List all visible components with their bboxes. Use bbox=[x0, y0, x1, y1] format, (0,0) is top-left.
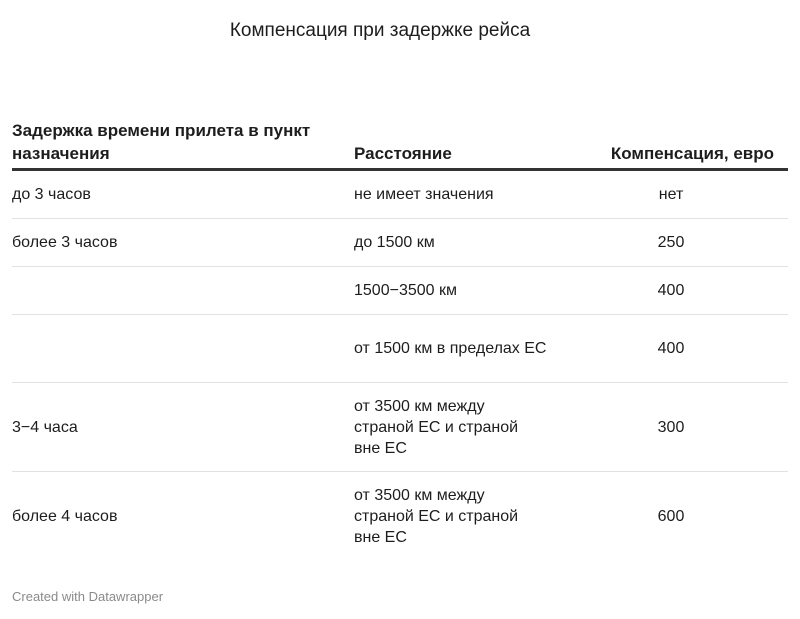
chart-title: Компенсация при задержке рейса bbox=[229, 20, 531, 41]
column-header-distance: Расстояние bbox=[354, 144, 452, 163]
column-header-compensation: Компенсация, евро bbox=[610, 144, 774, 163]
cell-distance: до 1500 км bbox=[354, 234, 435, 251]
table-row: более 4 часов от 3500 км между страной Е… bbox=[12, 472, 788, 561]
cell-distance: не имеет значения bbox=[354, 186, 494, 203]
table-row: до 3 часов не имеет значения нет bbox=[12, 171, 788, 219]
datawrapper-credit: Created with Datawrapper bbox=[12, 589, 164, 604]
cell-compensation: 400 bbox=[657, 282, 685, 299]
cell-delay: до 3 часов bbox=[12, 186, 91, 203]
table-row: от 1500 км в пределах ЕС 400 bbox=[12, 315, 788, 383]
cell-compensation: 300 bbox=[657, 418, 685, 436]
cell-distance: от 3500 км между страной ЕС и страной вн… bbox=[354, 397, 519, 457]
cell-distance: от 1500 км в пределах ЕС bbox=[354, 340, 547, 357]
table-row: 1500−3500 км 400 bbox=[12, 267, 788, 315]
cell-delay: 3−4 часа bbox=[12, 418, 78, 436]
cell-compensation: 400 bbox=[657, 340, 685, 357]
compensation-table: Задержка времени прилета в пункт назначе… bbox=[12, 113, 788, 561]
cell-distance: 1500−3500 км bbox=[354, 282, 457, 299]
table-row: более 3 часов до 1500 км 250 bbox=[12, 219, 788, 267]
cell-distance: от 3500 км между страной ЕС и страной вн… bbox=[354, 487, 519, 546]
cell-delay: более 4 часов bbox=[12, 508, 118, 525]
table-row: 3−4 часа от 3500 км между страной ЕС и с… bbox=[12, 383, 788, 472]
cell-delay: более 3 часов bbox=[12, 234, 118, 251]
table-header: Задержка времени прилета в пункт назначе… bbox=[12, 113, 788, 171]
cell-compensation: нет bbox=[658, 186, 684, 203]
cell-compensation: 600 bbox=[657, 508, 685, 525]
cell-compensation: 250 bbox=[657, 234, 685, 251]
column-header-delay: Задержка времени прилета в пункт назначе… bbox=[12, 121, 311, 163]
